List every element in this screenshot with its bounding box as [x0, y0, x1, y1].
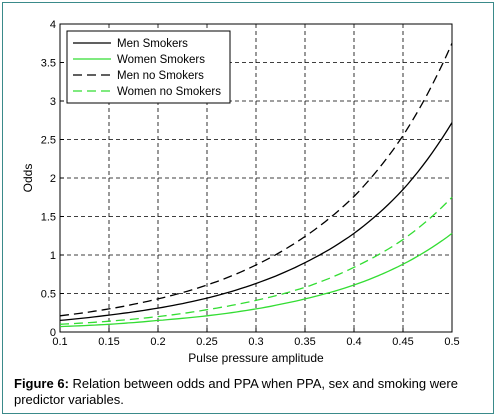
- series-lines: [59, 43, 453, 328]
- figure-caption: Figure 6: Relation between odds and PPA …: [14, 376, 484, 408]
- x-tick-label: 0.25: [196, 336, 217, 348]
- y-tick-label: 1.5: [41, 212, 56, 224]
- legend: Men Smokers Women Smokers Men no Smokers Wo…: [66, 30, 231, 104]
- x-tick-label: 0.1: [52, 336, 67, 348]
- y-tick-label: 2: [50, 173, 56, 185]
- series-line-women-smokers: [59, 232, 453, 328]
- y-axis-label: Odds: [21, 164, 35, 193]
- x-axis-label: Pulse pressure amplitude: [188, 351, 324, 365]
- caption-text: Relation between odds and PPA when PPA, …: [14, 376, 458, 407]
- x-tick-label: 0.5: [444, 336, 459, 348]
- y-tick-label: 4: [50, 19, 56, 31]
- caption-label: Figure 6:: [14, 376, 69, 391]
- series-line-men-smokers: [59, 122, 453, 322]
- y-tick-label: 3.5: [41, 58, 56, 70]
- legend-label: Women no Smokers: [117, 86, 221, 98]
- legend-label: Women Smokers: [117, 54, 205, 66]
- y-tick-label: 0: [50, 327, 56, 339]
- x-tick-label: 0.2: [150, 336, 165, 348]
- y-tick-label: 2.5: [41, 135, 56, 147]
- x-tick-label: 0.35: [294, 336, 315, 348]
- legend-label: Men no Smokers: [117, 70, 204, 82]
- y-tick-label: 0.5: [41, 289, 56, 301]
- series-line-women-no-smokers: [59, 196, 453, 325]
- x-tick-label: 0.4: [346, 336, 361, 348]
- axis-ticks: 0.1 0.15 0.2 0.25 0.3 0.35 0.4 0.45 0.5 0 0.5 1 1.5 2…: [41, 19, 460, 348]
- x-tick-label: 0.15: [98, 336, 119, 348]
- y-tick-label: 3: [50, 96, 56, 108]
- legend-label: Men Smokers: [117, 38, 188, 50]
- x-tick-label: 0.3: [248, 336, 263, 348]
- y-tick-label: 1: [50, 250, 56, 262]
- figure-frame: [2, 2, 494, 414]
- odds-ppa-chart: 0.1 0.15 0.2 0.25 0.3 0.35 0.4 0.45 0.5 0 0.5 1 1.5 2…: [21, 19, 460, 365]
- x-tick-label: 0.45: [392, 336, 413, 348]
- series-line-men-no-smokers: [59, 43, 453, 317]
